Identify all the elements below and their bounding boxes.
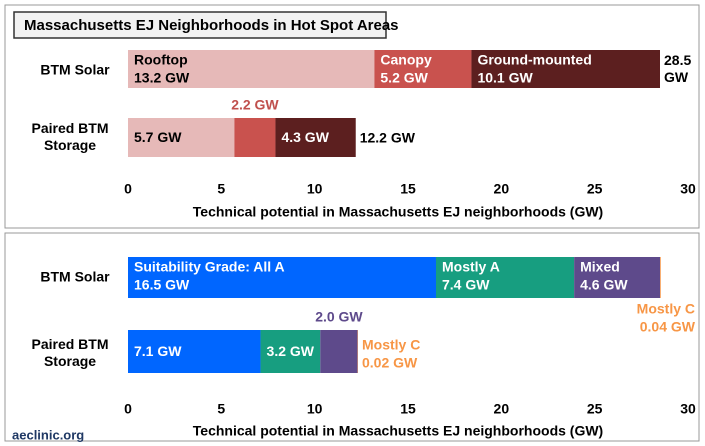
value-label: 4.3 GW [281, 129, 329, 145]
bar-segment [275, 118, 356, 157]
value-label: 7.4 GW [442, 277, 490, 293]
bar-segment [128, 50, 375, 88]
value-label: 10.1 GW [477, 70, 533, 86]
x-tick-label: 10 [307, 401, 323, 417]
series-label: Mostly A [442, 259, 500, 275]
bar-segment [436, 257, 575, 298]
x-tick-label: 5 [217, 181, 225, 197]
bar-segment [128, 330, 261, 373]
series-label: Rooftop [134, 52, 188, 68]
x-axis-label: Technical potential in Massachusetts EJ … [193, 204, 603, 220]
bar-segment [374, 50, 472, 88]
bar-segment [128, 118, 235, 157]
series-label: Mostly C [362, 337, 420, 353]
x-tick-label: 10 [307, 181, 323, 197]
category-label: Paired BTM Storage [31, 336, 109, 369]
series-label: Mixed [580, 259, 620, 275]
x-tick-label: 15 [400, 401, 416, 417]
source: aeclinic.org [12, 427, 84, 442]
value-label: 5.7 GW [134, 129, 182, 145]
bar-segment [471, 50, 660, 88]
value-label: 2.2 GW [231, 97, 279, 113]
x-tick-label: 25 [587, 401, 603, 417]
x-tick-label: 30 [680, 181, 696, 197]
value-label: 4.6 GW [580, 277, 628, 293]
x-tick-label: 0 [124, 181, 132, 197]
bar-segment [128, 257, 436, 298]
panel-border [4, 232, 700, 442]
x-tick-label: 20 [494, 401, 510, 417]
x-tick-label: 5 [217, 401, 225, 417]
x-tick-label: 30 [680, 401, 696, 417]
x-tick-label: 0 [124, 401, 132, 417]
value-label: 3.2 GW [267, 343, 315, 359]
category-label: BTM Solar [40, 268, 110, 285]
value-label: 0.02 GW [362, 355, 418, 371]
series-label: Canopy [380, 52, 432, 68]
bar-segment [234, 118, 276, 157]
total-label: 28.5 GW [664, 52, 692, 85]
bar-segment [660, 257, 661, 298]
value-label: 16.5 GW [134, 277, 190, 293]
bar-segment [574, 257, 660, 298]
category-label: BTM Solar [40, 61, 110, 78]
x-axis-label: Technical potential in Massachusetts EJ … [193, 423, 603, 439]
value-label: 5.2 GW [380, 70, 428, 86]
value-label: 13.2 GW [134, 70, 190, 86]
title-box [13, 11, 387, 39]
series-label: Ground-mounted [477, 52, 591, 68]
category-label: Paired BTM Storage [31, 120, 109, 153]
series-label: Suitability Grade: All A [134, 259, 285, 275]
total-label: 12.2 GW [359, 129, 415, 145]
series-label: Mostly C [637, 301, 695, 317]
bar-segment [260, 330, 321, 373]
x-tick-label: 15 [400, 181, 416, 197]
chart-title: Massachusetts EJ Neighborhoods in Hot Sp… [24, 17, 399, 34]
x-tick-label: 20 [494, 181, 510, 197]
value-label: 7.1 GW [134, 343, 182, 359]
x-tick-label: 25 [587, 181, 603, 197]
bar-segment [320, 330, 358, 373]
value-label: 2.0 GW [315, 309, 363, 325]
value-label: 0.04 GW [640, 319, 696, 335]
panel-border [4, 4, 700, 229]
